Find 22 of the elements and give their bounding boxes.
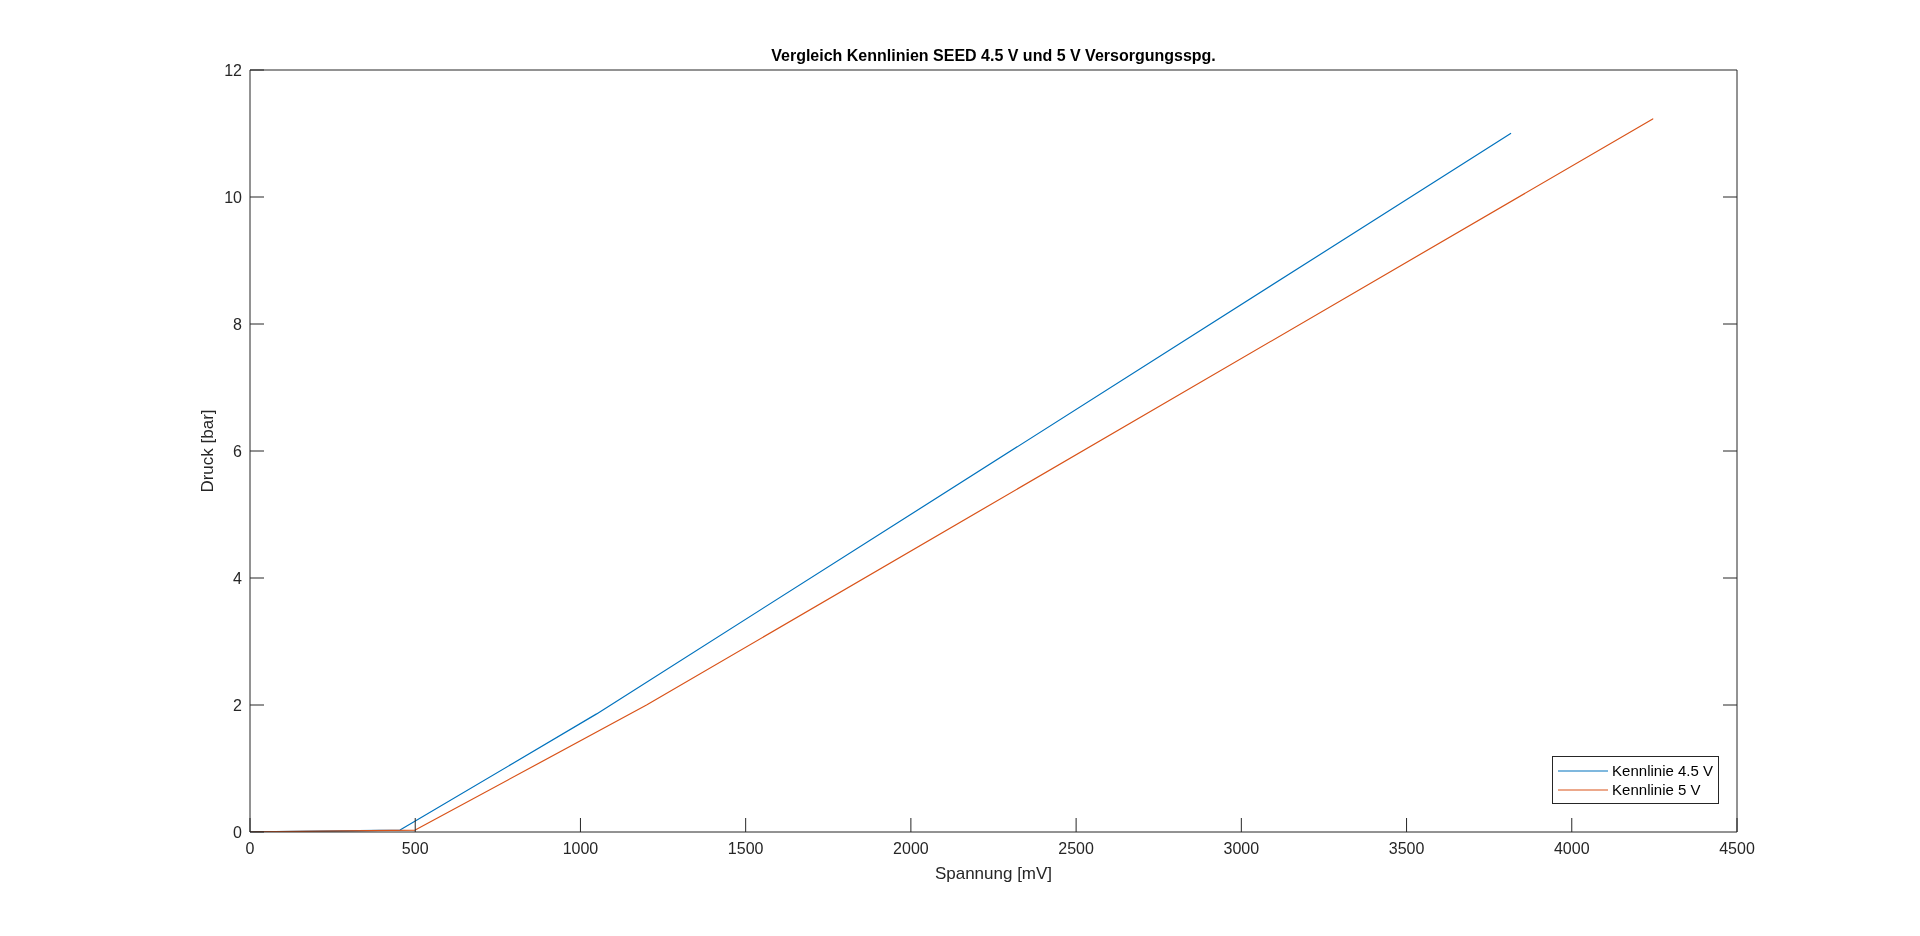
legend-label: Kennlinie 4.5 V [1612, 762, 1713, 779]
x-tick-label: 0 [245, 840, 255, 857]
y-tick-label: 10 [224, 188, 243, 206]
x-tick-label: 3000 [1223, 840, 1260, 857]
chart-title: Vergleich Kennlinien SEED 4.5 V und 5 V Versorgungsspg. [770, 46, 1217, 66]
y-tick-label: 12 [224, 61, 243, 79]
x-tick-label: 4500 [1719, 840, 1755, 857]
x-tick-label: 500 [401, 840, 429, 857]
x-tick-label: 2500 [1058, 840, 1095, 857]
legend-label: Kennlinie 5 V [1612, 781, 1701, 798]
x-tick-label: 3500 [1388, 840, 1425, 857]
y-tick-label: 0 [233, 823, 243, 841]
y-tick-label: 2 [233, 696, 243, 714]
x-tick-label: 2000 [893, 840, 929, 857]
y-tick-label: 6 [233, 442, 243, 460]
x-axis-title: Spannung [mV] [933, 864, 1054, 884]
y-tick-label: 4 [233, 569, 243, 587]
x-tick-label: 1500 [727, 840, 764, 857]
y-tick-label: 8 [233, 315, 243, 333]
y-axis-title: Druck [bar] [198, 409, 218, 493]
x-tick-label: 1000 [562, 840, 599, 857]
x-tick-label: 4000 [1553, 840, 1590, 857]
